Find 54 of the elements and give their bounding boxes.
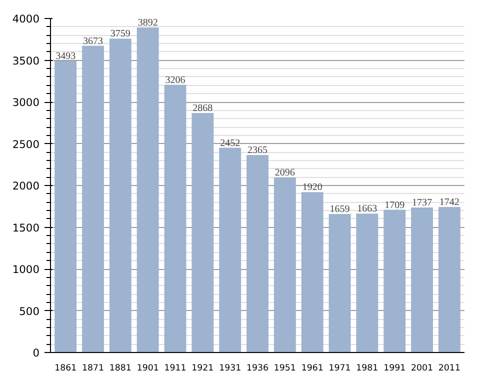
data-label: 3673: [82, 36, 103, 47]
x-tick-label: 1861: [54, 364, 77, 373]
data-label: 2452: [220, 138, 240, 149]
bar: [82, 46, 104, 352]
data-label: 3493: [56, 50, 76, 62]
bar: [246, 155, 268, 352]
data-label: 1920: [302, 182, 322, 194]
bar: [192, 113, 214, 352]
y-tick-label: 3000: [12, 96, 40, 109]
data-label: 3206: [165, 74, 186, 86]
x-tick-label: 1931: [219, 364, 242, 373]
bar: [164, 84, 186, 352]
data-label: 2868: [192, 103, 213, 114]
data-label: 1709: [384, 200, 405, 211]
x-tick-label: 1961: [301, 364, 324, 373]
y-tick-label: 1500: [12, 221, 40, 234]
y-tick-label: 2000: [12, 180, 40, 192]
y-tick-label: 0: [32, 346, 40, 360]
bar: [274, 177, 296, 352]
y-tick-label: 1000: [12, 263, 40, 276]
x-tick-label: 1921: [192, 364, 214, 373]
y-tick-label: 2500: [12, 138, 40, 151]
bar: [54, 60, 77, 352]
bar: [219, 148, 242, 352]
data-label: 1737: [412, 197, 432, 208]
x-tick-label: 1936: [246, 364, 269, 373]
data-label: 3759: [110, 28, 130, 40]
x-tick-label: 1881: [109, 364, 132, 373]
bar: [356, 214, 378, 352]
bar: [328, 214, 351, 352]
data-label: 1742: [439, 197, 460, 208]
x-tick-label: 1951: [274, 364, 296, 373]
bar: [411, 207, 433, 352]
data-label: 1663: [357, 204, 378, 215]
bar: [438, 207, 460, 352]
x-tick-label: 1901: [136, 364, 159, 373]
bar: [136, 28, 159, 352]
x-tick-label: 2011: [438, 364, 460, 373]
x-tick-label: 1991: [384, 364, 406, 373]
y-tick-label: 3500: [12, 54, 40, 68]
x-tick-label: 1911: [164, 364, 186, 373]
data-label: 2096: [274, 167, 295, 178]
y-tick-label: 4000: [12, 12, 40, 26]
bar: [301, 192, 324, 352]
bar: [384, 210, 406, 352]
x-tick-label: 1981: [356, 364, 378, 373]
data-label: 2365: [248, 145, 268, 156]
bar: [109, 38, 132, 352]
data-label: 3892: [138, 18, 158, 29]
y-tick-label: 500: [19, 304, 40, 318]
x-tick-label: 2001: [410, 364, 434, 373]
data-label: 1659: [330, 204, 350, 215]
x-tick-label: 1871: [82, 364, 104, 373]
x-tick-label: 1971: [328, 364, 351, 373]
